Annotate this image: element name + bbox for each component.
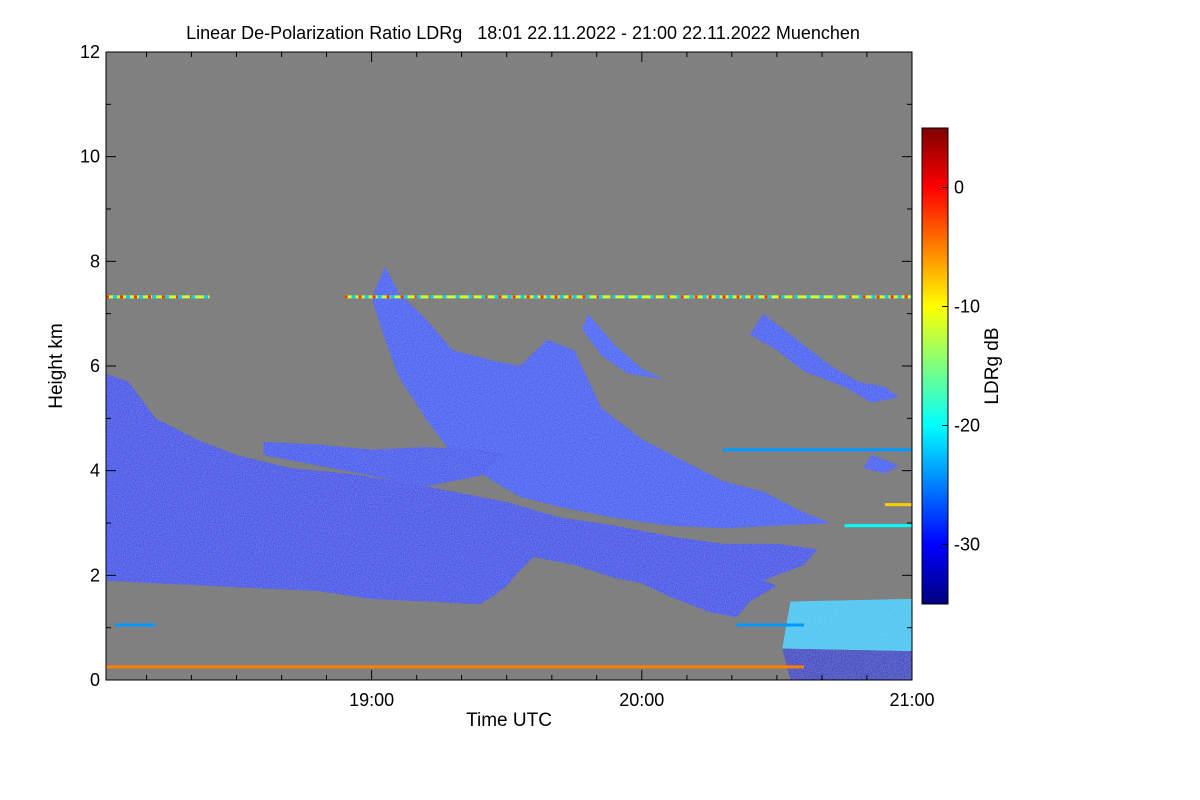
colorbar: 0 -10 -20 -30 LDRg dB (921, 127, 1003, 605)
region-surface-layer (782, 648, 912, 680)
colorbar-ticks: 0 -10 -20 -30 (942, 178, 980, 555)
colorbar-tick-label: -30 (954, 535, 980, 555)
horizontal-bands (106, 295, 912, 669)
chart-title: Linear De-Polarization Ratio LDRg 18:01 … (186, 23, 860, 43)
y-tick-label: 2 (90, 565, 100, 585)
y-tick-label: 0 (90, 670, 100, 690)
y-tick-label: 12 (80, 42, 100, 62)
x-tick-label: 21:00 (889, 690, 934, 710)
cloud-regions (106, 266, 912, 680)
y-axis: 0 2 4 6 8 10 12 (80, 42, 912, 690)
x-axis: 19:00 20:00 21:00 (146, 52, 935, 710)
region-low-cloud-layer (106, 373, 818, 618)
colorbar-fill (921, 127, 949, 605)
colorbar-tick-label: 0 (954, 178, 964, 198)
region-streak-cirrus-3 (863, 455, 899, 474)
y-tick-label: 4 (90, 461, 100, 481)
x-tick-label: 20:00 (619, 690, 664, 710)
y-tick-label: 10 (80, 147, 100, 167)
region-streak-cirrus-1 (582, 313, 664, 380)
y-tick-label: 6 (90, 356, 100, 376)
region-streak-cirrus-2 (749, 313, 899, 403)
x-axis-label: Time UTC (466, 710, 552, 731)
y-axis-label: Height km (46, 323, 67, 409)
y-tick-label: 8 (90, 251, 100, 271)
region-mid-cloud-shelf (263, 441, 507, 487)
x-tick-label: 19:00 (349, 690, 394, 710)
region-low-boundary-layer (782, 598, 912, 652)
colorbar-tick-label: -20 (954, 416, 980, 436)
colorbar-tick-label: -10 (954, 297, 980, 317)
colorbar-label: LDRg dB (982, 327, 1003, 404)
